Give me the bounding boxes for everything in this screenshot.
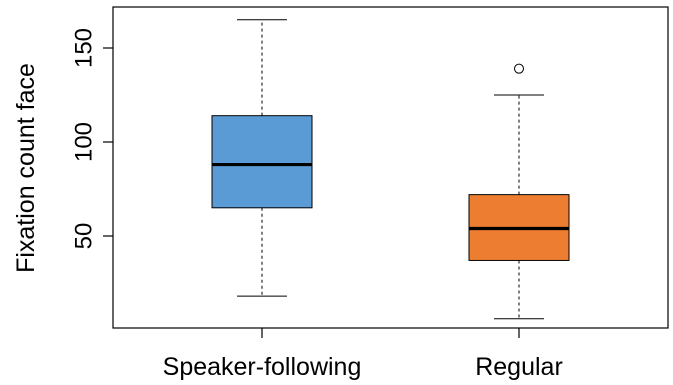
boxes-group <box>211 19 570 320</box>
y-axis: 50 100 150 <box>70 28 113 249</box>
iqr-box <box>211 115 313 209</box>
box-2 <box>468 63 570 320</box>
outlier-point <box>514 63 524 74</box>
y-axis-label: Fixation count face <box>12 63 40 273</box>
y-tick-label: 100 <box>70 122 97 162</box>
x-category-label: Speaker-following <box>163 353 362 381</box>
y-tick-label: 150 <box>70 28 97 68</box>
plot-frame <box>112 6 669 329</box>
x-axis: Speaker-following Regular <box>163 328 563 381</box>
x-category-label: Regular <box>475 353 563 381</box>
y-tick-label: 50 <box>70 223 97 250</box>
box-1 <box>211 19 313 297</box>
